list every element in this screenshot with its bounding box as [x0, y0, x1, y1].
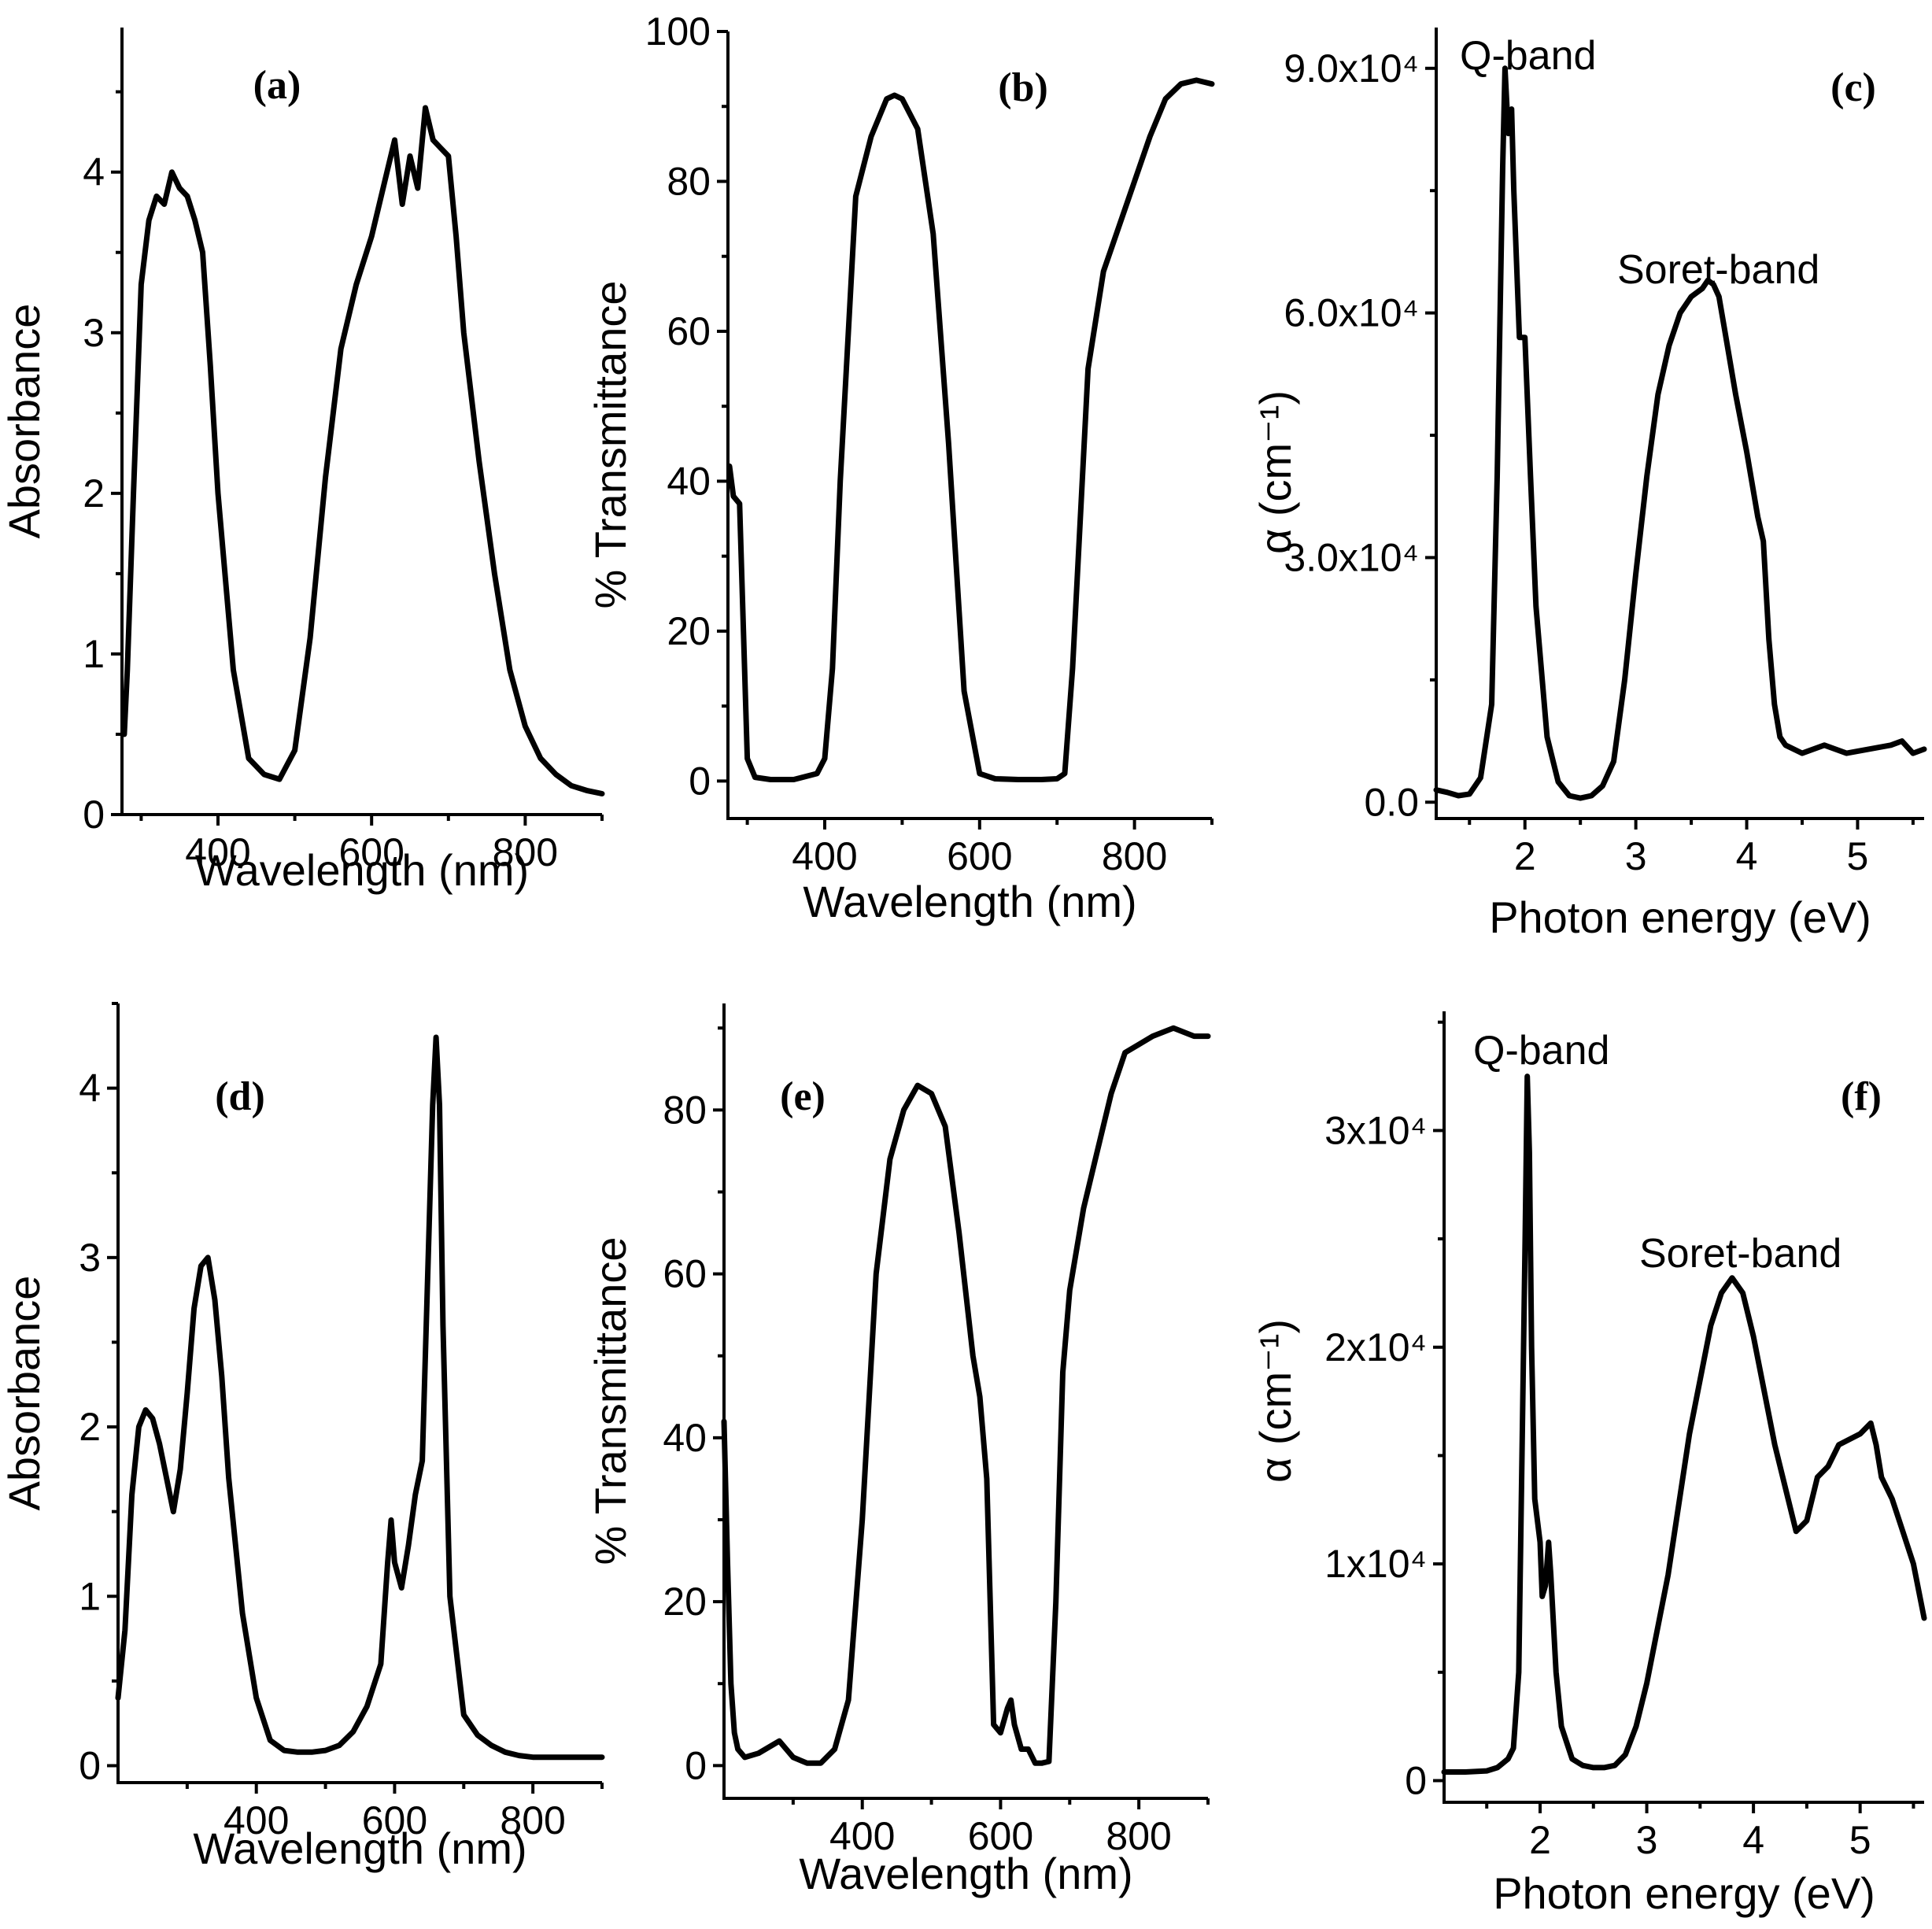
panel-f-y-tick-label: 1x10⁴ [1324, 1542, 1427, 1586]
panel-f-x-tick-label: 3 [1636, 1818, 1658, 1862]
panel-b-y-tick-label: 0 [689, 759, 711, 803]
panel-b-x-tick-label: 800 [1102, 834, 1167, 878]
panel-e-x-tick-label: 600 [968, 1814, 1033, 1858]
panel-a-y-axis-title: Absorbance [0, 304, 49, 539]
panel-f-x-tick-label: 2 [1529, 1818, 1551, 1862]
panel-a-x-tick-label: 400 [185, 830, 250, 874]
panel-e-y-tick-label: 0 [685, 1743, 707, 1787]
panel-b-y-tick-label: 20 [667, 609, 711, 653]
panel-e-y-tick-label: 40 [663, 1416, 707, 1460]
panel-c-axes [1435, 28, 1924, 820]
panel-a-series-line [121, 105, 605, 796]
panel-e-x-axis-title: Wavelength (nm) [799, 1849, 1132, 1898]
panel-d-x-tick-label: 800 [500, 1798, 565, 1842]
panel-a-y-tick-label: 2 [83, 471, 105, 516]
panel-a-axes [120, 28, 602, 816]
panel-c-x-tick-label: 4 [1736, 834, 1758, 878]
panel-f-annotation: Soret-band [1639, 1231, 1841, 1277]
panel-e-y-tick-label: 20 [663, 1580, 707, 1624]
panel-a-label: (a) [253, 63, 301, 108]
panel-d-y-tick-label: 2 [79, 1405, 101, 1449]
panel-f-y-tick-label: 0 [1405, 1758, 1427, 1802]
panel-c-x-tick-label: 3 [1625, 834, 1647, 878]
panel-d-series-line [115, 1034, 605, 1761]
panel-f-y-tick-label: 2x10⁴ [1324, 1325, 1427, 1369]
panel-c-y-tick-label: 3.0x10⁴ [1284, 535, 1419, 579]
panel-e-y-tick-label: 80 [663, 1088, 707, 1132]
panel-c-y-axis-title: α (cm⁻¹) [1250, 390, 1300, 554]
panel-b-axes [726, 31, 1212, 820]
panel-e-axes [722, 1003, 1208, 1800]
panel-c-y-tick-label: 6.0x10⁴ [1284, 291, 1419, 335]
panel-f-series-line [1441, 1074, 1927, 1775]
panel-f-x-axis-title: Photon energy (eV) [1493, 1868, 1875, 1918]
panel-b-x-tick-label: 400 [792, 834, 857, 878]
panel-d-y-tick-label: 4 [79, 1066, 101, 1110]
panel-d-y-axis-title: Absorbance [0, 1276, 49, 1511]
panel-d-label: (d) [215, 1074, 265, 1119]
panel-a-y-tick-label: 4 [83, 150, 105, 194]
panel-f-label: (f) [1841, 1074, 1882, 1119]
panel-f-y-tick-label: 3x10⁴ [1324, 1108, 1427, 1152]
panel-a-x-tick-label: 800 [493, 830, 558, 874]
panel-c-label: (c) [1830, 65, 1876, 110]
panel-b-x-axis-title: Wavelength (nm) [803, 877, 1136, 926]
panel-e-label: (e) [780, 1074, 826, 1119]
panel-f-x-tick-label: 5 [1849, 1818, 1871, 1862]
panel-e-x-tick-label: 800 [1106, 1814, 1171, 1858]
panel-b-label: (b) [998, 65, 1048, 110]
panel-b-y-tick-label: 40 [667, 459, 711, 503]
panel-d-x-axis-title: Wavelength (nm) [193, 1824, 526, 1873]
panel-e-series-line [721, 1025, 1211, 1766]
panel-f-x-tick-label: 4 [1742, 1818, 1764, 1862]
panel-c-x-tick-label: 2 [1514, 834, 1536, 878]
panel-e-x-tick-label: 400 [829, 1814, 895, 1858]
panel-a-y-tick-label: 1 [83, 632, 105, 676]
panel-d-axes [116, 1003, 602, 1784]
panel-c-x-axis-title: Photon energy (eV) [1489, 892, 1871, 942]
panel-d-x-tick-label: 600 [362, 1798, 427, 1842]
panel-e-y-tick-label: 60 [663, 1252, 707, 1296]
panel-b-y-tick-label: 100 [645, 9, 711, 54]
panel-a-x-tick-label: 600 [338, 830, 404, 874]
panel-d-y-tick-label: 3 [79, 1236, 101, 1280]
panel-a-y-tick-label: 0 [83, 793, 105, 837]
panel-c-x-tick-label: 5 [1847, 834, 1869, 878]
panel-b-y-tick-label: 80 [667, 159, 711, 203]
panel-f-annotation: Q-band [1473, 1028, 1609, 1074]
panel-b-y-axis-title: % Transmittance [586, 280, 635, 608]
panel-c-y-tick-label: 9.0x10⁴ [1284, 46, 1419, 91]
panel-d-y-tick-label: 1 [79, 1574, 101, 1618]
panel-c-series-line [1433, 65, 1927, 801]
panel-d-y-tick-label: 0 [79, 1743, 101, 1787]
panel-a-x-axis-title: Wavelength (nm) [195, 845, 529, 895]
panel-b-series-line [726, 77, 1215, 782]
panel-b-y-tick-label: 60 [667, 309, 711, 353]
panel-c-annotation: Soret-band [1617, 247, 1819, 293]
panel-b-x-tick-label: 600 [947, 834, 1012, 878]
panel-f-axes [1443, 1011, 1924, 1804]
panel-c-y-tick-label: 0.0 [1364, 780, 1419, 824]
panel-d-x-tick-label: 400 [223, 1798, 289, 1842]
panel-c-annotation: Q-band [1460, 33, 1596, 79]
panel-e-y-axis-title: % Transmittance [586, 1236, 635, 1565]
panel-f-y-axis-title: α (cm⁻¹) [1250, 1319, 1300, 1483]
panel-a-y-tick-label: 3 [83, 311, 105, 355]
